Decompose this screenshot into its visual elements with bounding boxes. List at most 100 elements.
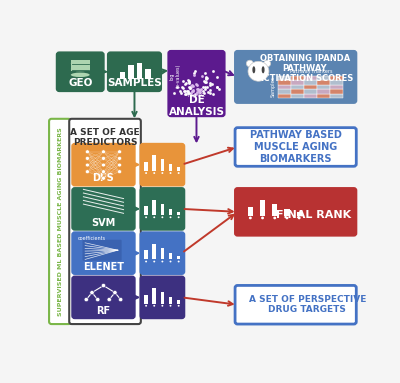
Circle shape bbox=[178, 260, 180, 262]
Point bbox=[189, 82, 196, 88]
Point bbox=[189, 87, 196, 93]
Circle shape bbox=[170, 216, 172, 218]
Bar bbox=[177, 256, 180, 259]
FancyBboxPatch shape bbox=[168, 51, 224, 116]
Bar bbox=[317, 89, 330, 93]
Point bbox=[183, 80, 190, 87]
FancyBboxPatch shape bbox=[72, 232, 135, 274]
Point bbox=[192, 82, 199, 88]
Bar bbox=[317, 80, 330, 85]
Point bbox=[202, 83, 208, 90]
Text: DFS: DFS bbox=[92, 173, 114, 183]
Text: log
(p-values): log (p-values) bbox=[170, 64, 180, 88]
Point bbox=[194, 82, 200, 88]
Point bbox=[180, 79, 186, 85]
Point bbox=[214, 74, 220, 80]
Point bbox=[200, 88, 206, 94]
Circle shape bbox=[153, 172, 155, 174]
Bar bbox=[120, 72, 125, 79]
FancyBboxPatch shape bbox=[235, 51, 356, 103]
Point bbox=[197, 87, 203, 93]
Text: SAMPLES: SAMPLES bbox=[107, 78, 162, 88]
Point bbox=[205, 89, 211, 95]
Circle shape bbox=[102, 170, 106, 173]
Bar bbox=[177, 211, 180, 215]
Bar bbox=[317, 75, 330, 80]
Circle shape bbox=[162, 305, 163, 307]
Bar bbox=[169, 297, 172, 304]
Text: RF: RF bbox=[96, 306, 110, 316]
Bar bbox=[284, 209, 290, 216]
Bar bbox=[317, 93, 330, 98]
Point bbox=[186, 79, 192, 85]
Point bbox=[193, 91, 200, 97]
Point bbox=[182, 88, 188, 94]
Text: PATHWAY BASED
MUSCLE AGING
BIOMARKERS: PATHWAY BASED MUSCLE AGING BIOMARKERS bbox=[250, 130, 342, 164]
Bar bbox=[152, 244, 156, 259]
Circle shape bbox=[118, 150, 122, 154]
Circle shape bbox=[153, 216, 155, 218]
FancyBboxPatch shape bbox=[72, 144, 135, 185]
Circle shape bbox=[298, 216, 301, 219]
Point bbox=[198, 73, 205, 79]
Point bbox=[182, 80, 189, 87]
Point bbox=[207, 87, 214, 93]
Circle shape bbox=[86, 163, 90, 167]
Point bbox=[194, 86, 200, 92]
Circle shape bbox=[145, 216, 147, 218]
Circle shape bbox=[118, 163, 122, 167]
FancyBboxPatch shape bbox=[82, 240, 122, 261]
Circle shape bbox=[170, 172, 172, 174]
Point bbox=[208, 81, 215, 87]
Bar bbox=[278, 80, 291, 85]
Text: OBTAINING IPANDA
PATHWAY
ACTIVATION SCORES: OBTAINING IPANDA PATHWAY ACTIVATION SCOR… bbox=[257, 54, 353, 83]
Bar bbox=[248, 206, 253, 216]
FancyBboxPatch shape bbox=[235, 188, 356, 236]
Bar bbox=[177, 300, 180, 304]
Point bbox=[185, 90, 191, 96]
Text: A SET OF PERSPECTIVE
DRUG TARGETS: A SET OF PERSPECTIVE DRUG TARGETS bbox=[249, 295, 366, 314]
Circle shape bbox=[153, 305, 155, 307]
Bar bbox=[169, 253, 172, 259]
Ellipse shape bbox=[262, 66, 264, 73]
Point bbox=[204, 84, 210, 90]
Circle shape bbox=[86, 157, 90, 160]
Circle shape bbox=[162, 260, 163, 262]
Point bbox=[185, 77, 192, 83]
Point bbox=[196, 87, 202, 93]
Bar bbox=[291, 80, 304, 85]
Point bbox=[171, 90, 177, 96]
Bar bbox=[161, 204, 164, 215]
Circle shape bbox=[178, 216, 180, 218]
Point bbox=[190, 88, 196, 94]
Point bbox=[203, 76, 209, 82]
Point bbox=[207, 90, 214, 97]
FancyBboxPatch shape bbox=[72, 277, 135, 318]
Circle shape bbox=[102, 150, 106, 154]
FancyBboxPatch shape bbox=[72, 188, 135, 230]
Point bbox=[181, 90, 188, 97]
Circle shape bbox=[118, 298, 123, 302]
Circle shape bbox=[113, 290, 117, 295]
Circle shape bbox=[90, 290, 94, 295]
Bar bbox=[304, 93, 317, 98]
Point bbox=[191, 70, 197, 76]
Circle shape bbox=[248, 61, 269, 81]
Bar bbox=[145, 69, 150, 79]
Bar bbox=[291, 75, 304, 80]
Point bbox=[187, 85, 194, 91]
Circle shape bbox=[153, 260, 155, 262]
FancyBboxPatch shape bbox=[140, 188, 184, 230]
Text: Samples: Samples bbox=[271, 76, 276, 97]
Point bbox=[191, 72, 198, 78]
Point bbox=[185, 88, 192, 94]
Bar bbox=[161, 159, 164, 171]
Circle shape bbox=[286, 216, 288, 219]
Circle shape bbox=[261, 216, 264, 219]
FancyBboxPatch shape bbox=[69, 119, 141, 324]
Point bbox=[200, 84, 206, 90]
Circle shape bbox=[273, 216, 276, 219]
Circle shape bbox=[102, 163, 106, 167]
Point bbox=[189, 88, 196, 94]
Point bbox=[207, 80, 214, 86]
